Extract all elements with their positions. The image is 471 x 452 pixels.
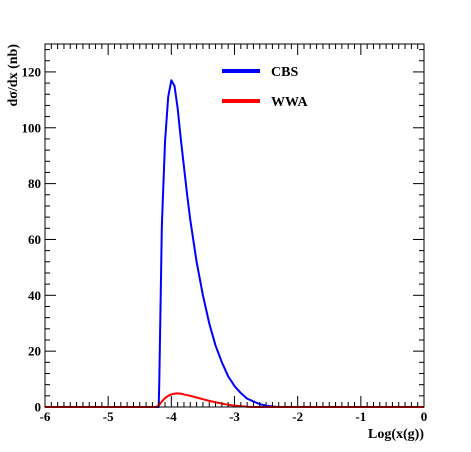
series-line-cbs: [45, 79, 424, 408]
y-tick-label: 100: [22, 120, 42, 135]
legend-label: WWA: [271, 95, 308, 110]
x-tick-label: -1: [355, 409, 366, 424]
plot-frame: [44, 43, 425, 408]
legend: CBS WWA: [222, 65, 308, 110]
y-tick-label: 120: [22, 64, 42, 79]
x-tick-label: -2: [292, 409, 303, 424]
ticks-layer: [44, 44, 425, 408]
x-tick-label: -5: [103, 409, 114, 424]
legend-label: CBS: [271, 65, 298, 80]
tick-labels-layer: -6 -5 -4 -3 -2 -1 0 0 20 40 60 80 100 120: [22, 64, 428, 424]
y-tick-label: 0: [35, 400, 42, 415]
y-tick-label: 60: [28, 232, 41, 247]
curves-layer: [45, 79, 424, 408]
x-axis-title: Log(x(g)): [368, 427, 424, 442]
y-axis-title: dσ/dx (nb): [6, 44, 21, 107]
x-tick-label: -4: [166, 409, 177, 424]
x-tick-label: -6: [40, 409, 51, 424]
y-tick-label: 20: [28, 344, 41, 359]
x-tick-label: 0: [421, 409, 428, 424]
y-tick-label: 40: [28, 288, 41, 303]
x-tick-label: -3: [229, 409, 240, 424]
series-line-wwa: [45, 392, 424, 408]
y-tick-label: 80: [28, 176, 41, 191]
